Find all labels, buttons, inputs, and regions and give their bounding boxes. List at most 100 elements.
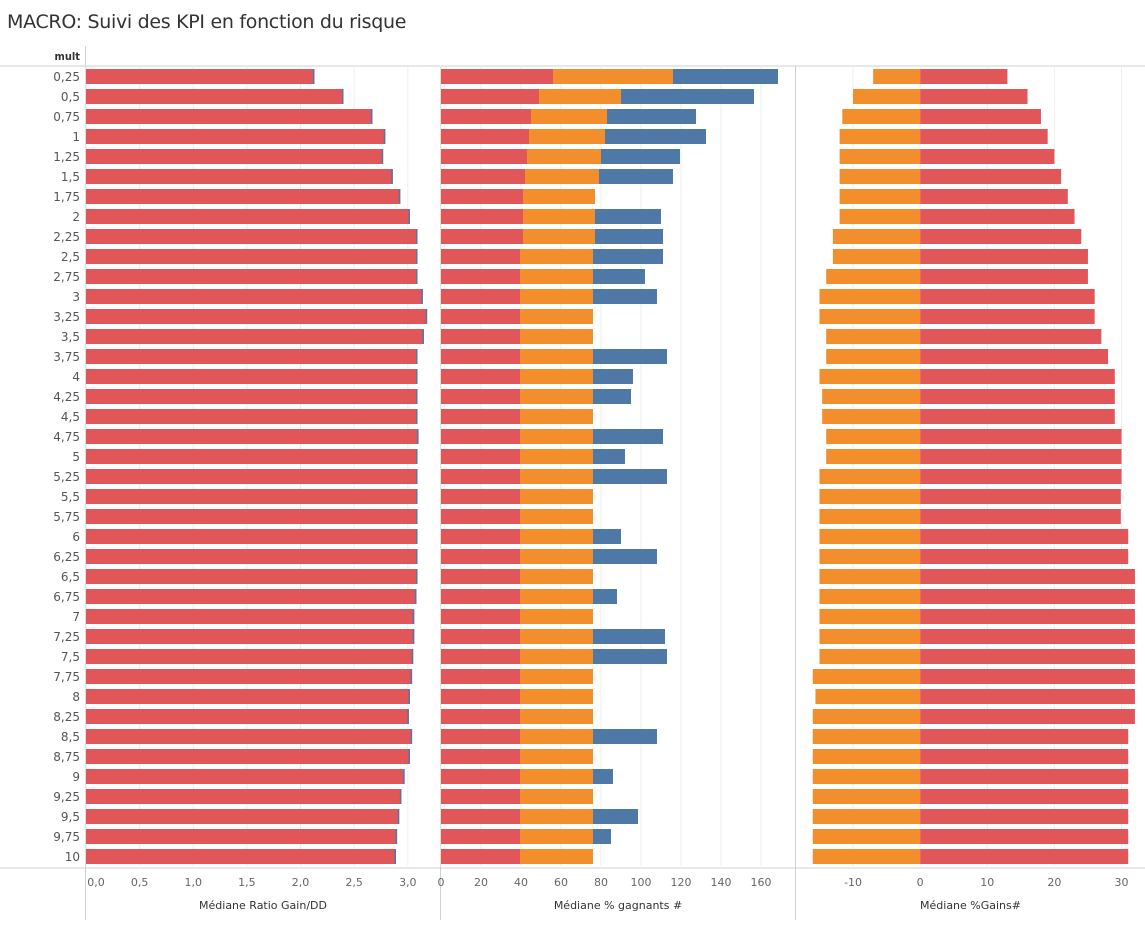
bar-ratio xyxy=(86,429,419,444)
bar-positive xyxy=(920,149,1055,164)
row-label: 6 xyxy=(72,530,80,544)
bar-ratio xyxy=(86,289,423,304)
bar-orange xyxy=(520,289,593,304)
bar-ratio xyxy=(86,789,402,804)
bar-end-marker xyxy=(417,429,419,444)
bar-positive xyxy=(920,409,1115,424)
bar-red xyxy=(441,89,539,104)
bar-negative xyxy=(819,589,921,604)
bar-orange xyxy=(539,89,621,104)
bar-blue xyxy=(601,149,680,164)
bar-negative xyxy=(853,89,921,104)
bar-orange xyxy=(520,669,593,684)
bar-red xyxy=(441,829,520,844)
row-label: 7,5 xyxy=(61,650,80,664)
bar-positive xyxy=(920,429,1122,444)
bar-end-marker xyxy=(415,229,418,244)
row-label: 3,5 xyxy=(61,330,80,344)
bar-red xyxy=(441,689,520,704)
tick-label: 160 xyxy=(751,876,772,889)
bar-end-marker xyxy=(415,269,418,284)
bar-negative xyxy=(839,149,921,164)
bar-positive xyxy=(920,109,1041,124)
bar-ratio xyxy=(86,829,398,844)
bar-red xyxy=(441,649,520,664)
bar-orange xyxy=(520,309,593,324)
bar-red xyxy=(441,749,520,764)
bar-orange xyxy=(520,829,593,844)
bar-positive xyxy=(920,389,1115,404)
bar-positive xyxy=(920,509,1121,524)
bar-ratio xyxy=(86,409,418,424)
bar-blue xyxy=(593,729,657,744)
bar-orange xyxy=(527,149,601,164)
bar-negative xyxy=(812,829,921,844)
bar-end-marker xyxy=(341,89,344,104)
bar-blue xyxy=(595,209,661,224)
bar-negative xyxy=(819,309,921,324)
row-label: 5 xyxy=(72,450,80,464)
row-label: 4,5 xyxy=(61,410,80,424)
bar-ratio xyxy=(86,449,418,464)
bar-orange xyxy=(520,429,593,444)
bar-red xyxy=(441,429,520,444)
bar-blue xyxy=(621,89,754,104)
tick-label: 1,0 xyxy=(185,876,203,889)
bar-blue xyxy=(593,629,665,644)
bar-negative xyxy=(839,129,921,144)
bar-ratio xyxy=(86,489,418,504)
bar-blue xyxy=(593,649,667,664)
bar-positive xyxy=(920,609,1135,624)
bar-blue xyxy=(593,349,667,364)
bar-orange xyxy=(520,549,593,564)
row-label: 0,75 xyxy=(53,110,80,124)
bar-orange xyxy=(520,569,593,584)
bar-positive xyxy=(920,569,1135,584)
bar-red xyxy=(441,629,520,644)
tick-label: 120 xyxy=(671,876,692,889)
bar-blue xyxy=(605,129,706,144)
bar-positive xyxy=(920,749,1129,764)
row-label: 6,75 xyxy=(53,590,80,604)
row-label: 6,25 xyxy=(53,550,80,564)
bar-ratio xyxy=(86,649,414,664)
row-label: 7,75 xyxy=(53,670,80,684)
bar-end-marker xyxy=(395,829,398,844)
bar-orange xyxy=(523,229,595,244)
tick-label: 2,5 xyxy=(345,876,363,889)
bar-positive xyxy=(920,449,1122,464)
bar-negative xyxy=(826,429,921,444)
bar-ratio xyxy=(86,349,418,364)
bar-blue xyxy=(593,369,633,384)
row-label: 4,25 xyxy=(53,390,80,404)
bar-positive xyxy=(920,129,1048,144)
row-label: 6,5 xyxy=(61,570,80,584)
bar-positive xyxy=(920,269,1088,284)
bar-negative xyxy=(839,169,921,184)
bar-red xyxy=(441,709,520,724)
bar-blue xyxy=(593,589,617,604)
bar-ratio xyxy=(86,809,400,824)
bar-red xyxy=(441,389,520,404)
tick-label: 10 xyxy=(980,876,994,889)
bar-positive xyxy=(920,829,1129,844)
bar-orange xyxy=(520,329,593,344)
bar-orange xyxy=(523,189,595,204)
bar-negative xyxy=(839,189,921,204)
bar-red xyxy=(441,229,523,244)
bar-blue xyxy=(593,249,663,264)
bar-negative xyxy=(812,849,921,864)
bar-red xyxy=(441,849,520,864)
bar-negative xyxy=(812,749,921,764)
bar-ratio xyxy=(86,229,418,244)
bar-end-marker xyxy=(394,849,397,864)
bar-ratio xyxy=(86,269,418,284)
bar-blue xyxy=(599,169,673,184)
bar-positive xyxy=(920,629,1135,644)
bar-end-marker xyxy=(407,709,409,724)
bar-negative xyxy=(819,369,921,384)
bar-ratio xyxy=(86,729,413,744)
bar-orange xyxy=(523,209,595,224)
tick-label: 0,5 xyxy=(131,876,149,889)
bar-orange xyxy=(520,449,593,464)
